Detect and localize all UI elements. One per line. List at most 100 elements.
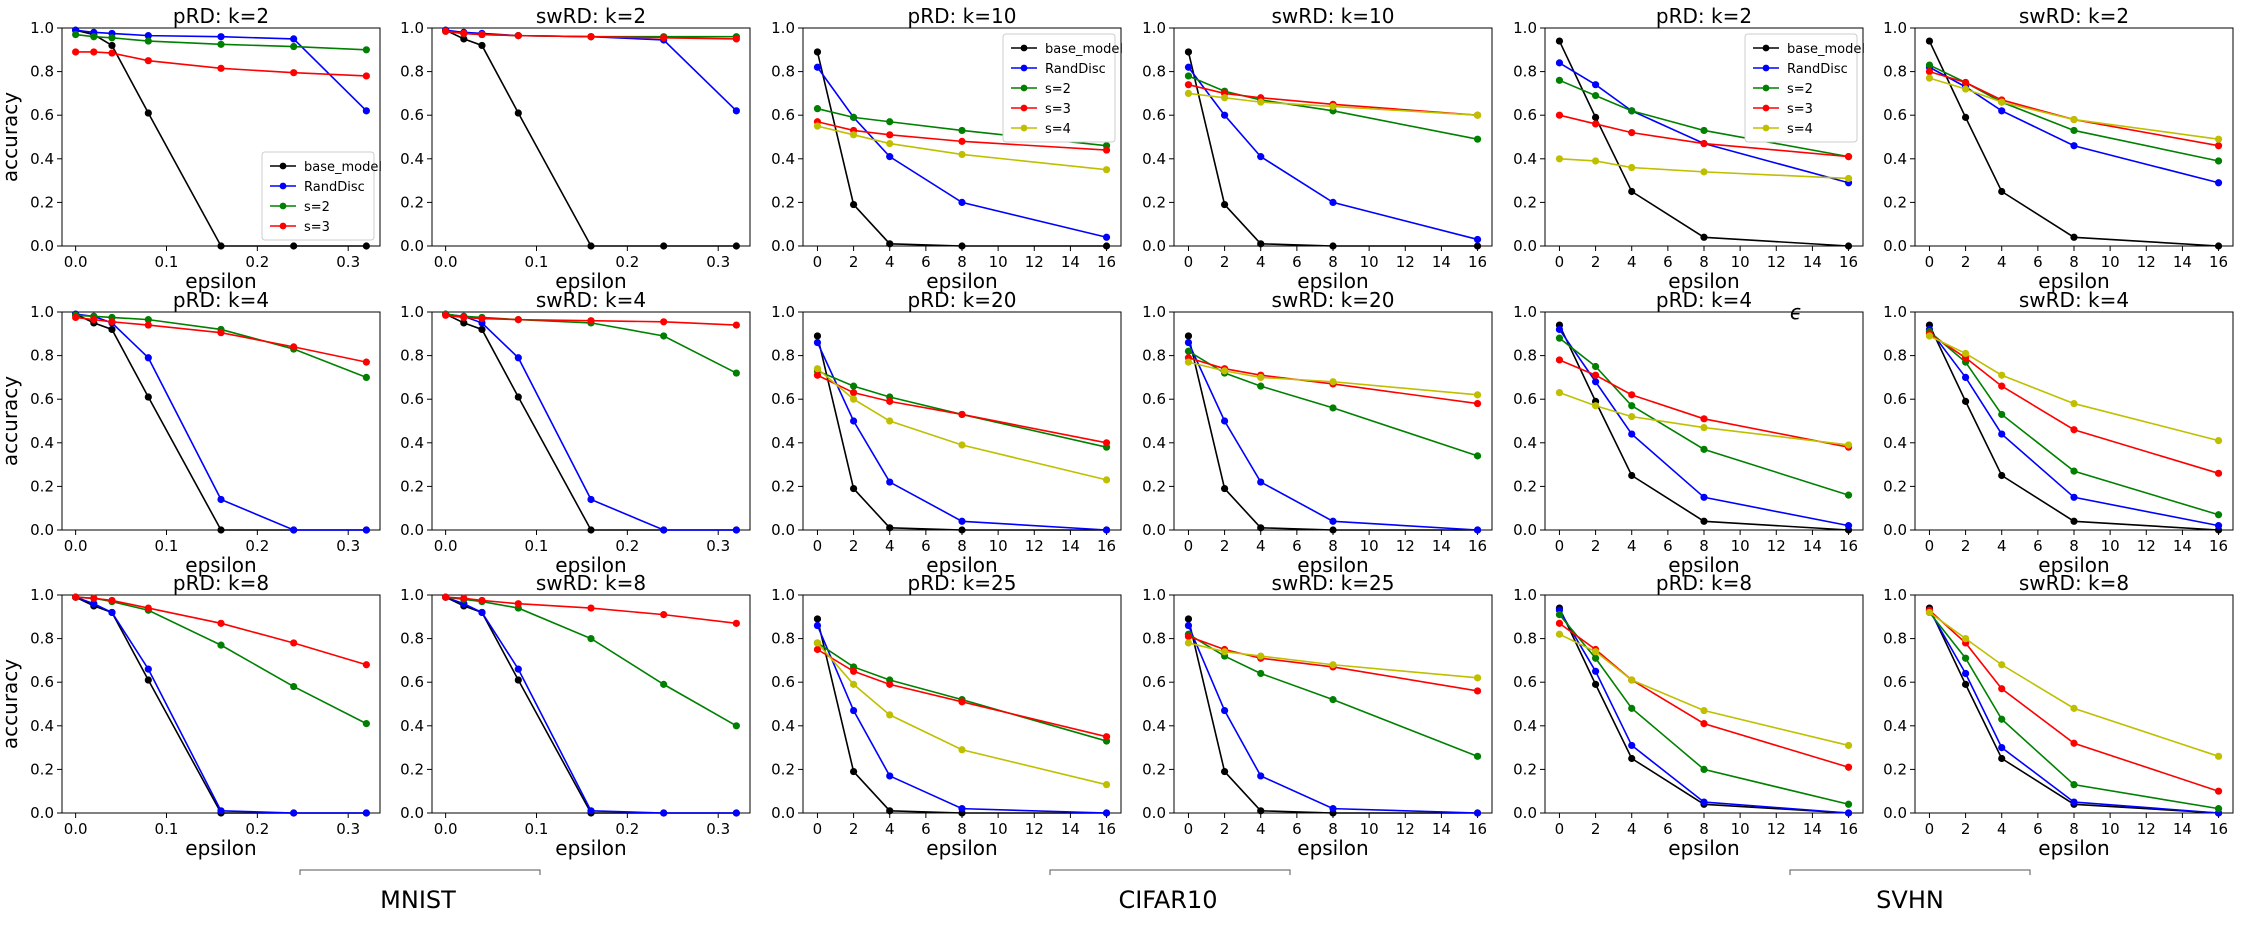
panel-1-ylabel: accuracy bbox=[0, 92, 22, 182]
panel-3-legend-box bbox=[1002, 33, 1116, 143]
panel-9-xtick-label: 14 bbox=[1061, 537, 1080, 555]
panel-15-plot-area bbox=[813, 615, 1111, 817]
panel-10-point-base-model bbox=[1184, 332, 1193, 340]
panel-8: 0.0 0.1 0.2 0.3 0.0 0.2 0.4 0.6 0.8 1.0 swRD: k=4 e… bbox=[400, 288, 751, 577]
panel-3-xtick-label: 8 bbox=[957, 253, 967, 271]
panel-16-plot-area bbox=[1184, 615, 1482, 817]
panel-6-point-s-3 bbox=[1925, 68, 1934, 76]
panel-13-ytick-label: 0.0 bbox=[30, 804, 54, 822]
panel-10-ytick-label: 0.6 bbox=[1142, 390, 1166, 408]
panel-17-point-s-3 bbox=[1844, 763, 1853, 771]
panel-15-xtick-label: 12 bbox=[1025, 820, 1044, 838]
panel-2: 0.0 0.1 0.2 0.3 0.0 0.2 0.4 0.6 0.8 1.0 swRD: k=2 e… bbox=[400, 4, 751, 293]
panel-5-xlabel: epsilon bbox=[1668, 269, 1739, 293]
panel-1-legend-label-s-2: s=2 bbox=[304, 200, 330, 215]
panel-1-point-s-3 bbox=[290, 69, 298, 77]
panel-5-plot-area bbox=[1555, 37, 1853, 250]
panel-18-xtick-label: 6 bbox=[2033, 820, 2043, 838]
group-label-svhn: SVHN bbox=[1876, 886, 1944, 914]
panel-12-point-s-3 bbox=[2070, 426, 2078, 434]
panel-2-ytick-label: 0.8 bbox=[400, 63, 424, 81]
panel-13-point-s-2 bbox=[217, 641, 225, 649]
panel-5-point-s-2 bbox=[1591, 91, 1600, 100]
panel-2-xtick-label: 0.0 bbox=[434, 253, 458, 271]
panel-17-ytick-label: 0.2 bbox=[1513, 760, 1537, 778]
panel-18-point-s-4 bbox=[2070, 704, 2078, 712]
panel-10-xtick-label: 6 bbox=[1292, 537, 1302, 555]
panel-14-xtick-label: 0.1 bbox=[525, 820, 549, 838]
panel-15-point-s-4 bbox=[958, 746, 966, 754]
panel-4-plot-area bbox=[1184, 48, 1482, 250]
panel-8-point-base-model bbox=[587, 526, 595, 534]
panel-4-xtick-label: 14 bbox=[1432, 253, 1451, 271]
panel-16-xtick-label: 4 bbox=[1256, 820, 1266, 838]
panel-4-point-s-2 bbox=[1473, 135, 1482, 143]
panel-1-xtick-label: 0.1 bbox=[155, 253, 179, 271]
panel-9-point-s-4 bbox=[849, 395, 858, 403]
panel-3-point-s-4 bbox=[813, 122, 822, 130]
panel-1-ytick-label: 0.8 bbox=[30, 63, 54, 81]
panel-15-xlabel: epsilon bbox=[926, 836, 997, 860]
panel-12-xtick-label: 2 bbox=[1961, 537, 1971, 555]
panel-3-point-s-4 bbox=[1102, 166, 1111, 174]
panel-5-legend-marker-randdisc bbox=[1762, 64, 1770, 72]
panel-17-xtick-label: 16 bbox=[1839, 820, 1858, 838]
panel-5-point-randdisc bbox=[1591, 81, 1600, 89]
panel-7-point-s-3 bbox=[108, 318, 116, 326]
panel-9-ytick-label: 0.0 bbox=[771, 521, 795, 539]
panel-3-ytick-label: 1.0 bbox=[771, 19, 795, 37]
panel-16-point-s-4 bbox=[1329, 661, 1337, 669]
panel-12-point-randdisc bbox=[1961, 373, 1970, 381]
panel-4-xtick-label: 6 bbox=[1292, 253, 1302, 271]
panel-14-point-s-3 bbox=[660, 611, 668, 619]
panel-6-ytick-label: 0.0 bbox=[1883, 237, 1907, 255]
panel-6-point-s-4 bbox=[1925, 74, 1934, 82]
panel-6-plot-area bbox=[1925, 37, 2223, 250]
panel-18-point-base-model bbox=[1998, 754, 2006, 763]
stray-epsilon-glyph: ϵ bbox=[1790, 300, 1802, 324]
panel-8-point-s-3 bbox=[460, 313, 468, 322]
panel-11-plot-area bbox=[1555, 321, 1853, 534]
panel-3-xtick-label: 4 bbox=[885, 253, 895, 271]
panel-11-point-s-4 bbox=[1591, 402, 1600, 410]
panel-3-point-randdisc bbox=[958, 198, 966, 206]
panel-4-xlabel: epsilon bbox=[1297, 269, 1368, 293]
panel-11-point-s-3 bbox=[1555, 356, 1564, 364]
panel-1-point-s-2 bbox=[290, 42, 298, 51]
panel-2-xtick-label: 0.3 bbox=[706, 253, 730, 271]
panel-10-xtick-label: 4 bbox=[1256, 537, 1266, 555]
panel-18-xtick-label: 12 bbox=[2137, 820, 2156, 838]
panel-11-ytick-label: 0.2 bbox=[1513, 477, 1537, 495]
panel-1-point-randdisc bbox=[144, 32, 152, 40]
panel-17-point-s-2 bbox=[1591, 654, 1600, 662]
panel-16-ytick-label: 1.0 bbox=[1142, 586, 1166, 604]
panel-17-point-base-model bbox=[1591, 680, 1600, 688]
panel-16-point-randdisc bbox=[1473, 809, 1482, 817]
panel-12-point-s-4 bbox=[2070, 399, 2078, 408]
panel-5-xtick-label: 2 bbox=[1591, 253, 1601, 271]
panel-16-point-s-2 bbox=[1473, 752, 1482, 760]
panel-15-point-randdisc bbox=[886, 772, 894, 780]
panel-9-point-s-3 bbox=[958, 410, 966, 419]
panel-1-ytick-label: 0.0 bbox=[30, 237, 54, 255]
panel-17-ytick-label: 0.6 bbox=[1513, 673, 1537, 691]
group-label-cifar10: CIFAR10 bbox=[1118, 886, 1217, 914]
panel-10-title: swRD: k=20 bbox=[1272, 288, 1395, 312]
panel-13-point-s-3 bbox=[90, 594, 98, 602]
panel-8-point-randdisc bbox=[514, 354, 522, 362]
panel-16-point-randdisc bbox=[1220, 706, 1229, 715]
panel-12-point-s-4 bbox=[1961, 349, 1970, 358]
panel-11-point-randdisc bbox=[1700, 493, 1708, 501]
panel-16-point-s-4 bbox=[1184, 639, 1193, 647]
panel-10-xtick-label: 14 bbox=[1432, 537, 1451, 555]
panel-5-xtick-label: 14 bbox=[1803, 253, 1822, 271]
panel-12-xtick-label: 14 bbox=[2173, 537, 2192, 555]
panel-16-point-s-4 bbox=[1220, 648, 1229, 656]
panel-3-point-s-4 bbox=[886, 139, 894, 148]
panel-4-point-base-model bbox=[1257, 240, 1265, 248]
panel-6-title: swRD: k=2 bbox=[2019, 4, 2129, 28]
panel-10-point-randdisc bbox=[1184, 338, 1193, 347]
panel-8-ytick-label: 0.2 bbox=[400, 477, 424, 495]
panel-14: 0.0 0.1 0.2 0.3 0.0 0.2 0.4 0.6 0.8 1.0 swRD: k=8 e… bbox=[400, 571, 751, 860]
panel-8-point-s-3 bbox=[660, 318, 668, 326]
